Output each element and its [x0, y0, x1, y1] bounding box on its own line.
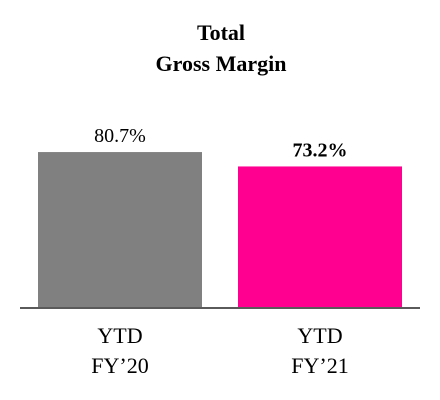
chart-title-line-1: Total: [197, 20, 245, 45]
bar-2: [238, 166, 402, 307]
data-label-1: 80.7%: [94, 125, 146, 147]
chart-title-line-2: Gross Margin: [156, 51, 287, 76]
labels-group: 80.7% YTD FY’20 73.2% YTD FY’21: [91, 125, 348, 378]
bars-group: [38, 152, 402, 307]
category-label-1-line-2: FY’20: [91, 353, 148, 378]
category-label-1-line-1: YTD: [97, 323, 142, 348]
data-label-2: 73.2%: [293, 139, 348, 161]
bar-1: [38, 152, 202, 307]
category-label-2-line-2: FY’21: [291, 353, 348, 378]
category-label-2-line-1: YTD: [297, 323, 342, 348]
